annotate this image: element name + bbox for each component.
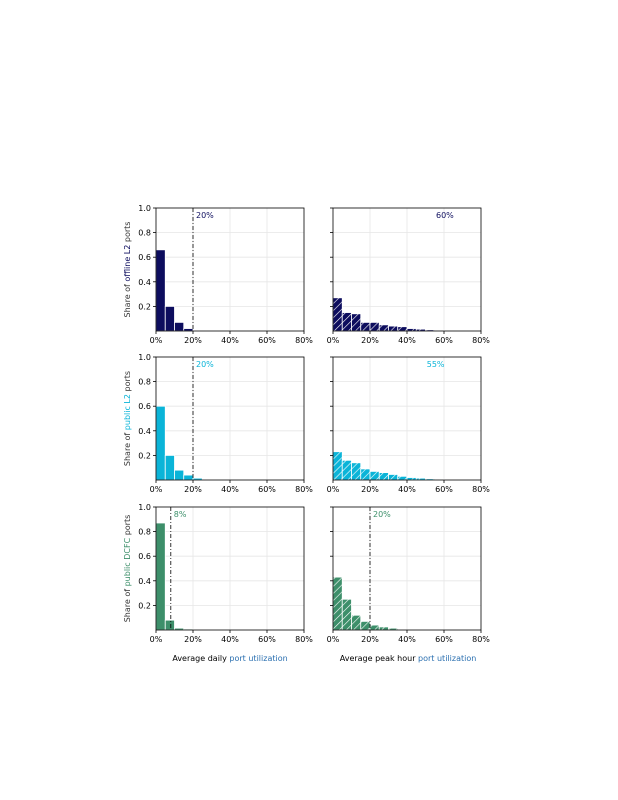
x-tick-label: 0% bbox=[327, 485, 340, 494]
panel-public-L2-daily: 20% 0% 20% 40% 60% 80% 0.2 0.4 0.6 0.8 1.0 Share of… bbox=[123, 353, 313, 494]
x-tick-label: 60% bbox=[258, 485, 276, 494]
x-tick-label: 80% bbox=[472, 336, 490, 345]
y-tick-label: 0.8 bbox=[138, 229, 151, 238]
y-tick-label: 0.4 bbox=[138, 427, 151, 436]
threshold-label: 55% bbox=[427, 360, 445, 369]
x-tick-label: 40% bbox=[221, 635, 239, 644]
bar bbox=[164, 619, 175, 631]
y-tick-label: 0.2 bbox=[138, 302, 151, 311]
bar bbox=[341, 459, 352, 481]
bar bbox=[351, 462, 362, 481]
x-tick-label: 0% bbox=[327, 336, 340, 345]
threshold-label: 20% bbox=[196, 360, 214, 369]
x-tick-label: 60% bbox=[435, 336, 453, 345]
bar bbox=[369, 321, 380, 332]
x-tick-label: 0% bbox=[150, 336, 163, 345]
bar bbox=[155, 405, 166, 481]
x-tick-label: 80% bbox=[472, 635, 490, 644]
bar bbox=[378, 626, 389, 631]
y-tick-label: 0.6 bbox=[138, 253, 151, 262]
x-tick-label: 40% bbox=[221, 485, 239, 494]
y-tick-label: 0.4 bbox=[138, 577, 151, 586]
bar bbox=[155, 249, 166, 332]
bar bbox=[360, 468, 371, 481]
y-axis-label: Share of public L2 ports bbox=[123, 371, 132, 466]
bar bbox=[174, 469, 185, 481]
x-tick-label: 80% bbox=[295, 336, 313, 345]
x-tick-label: 20% bbox=[184, 635, 202, 644]
bar bbox=[351, 614, 362, 631]
x-tick-label: 20% bbox=[184, 485, 202, 494]
x-tick-label: 0% bbox=[327, 635, 340, 644]
y-tick-label: 1.0 bbox=[138, 503, 151, 512]
threshold-label: 20% bbox=[373, 510, 391, 519]
y-axis-label: Share of offline L2 ports bbox=[123, 222, 132, 318]
y-tick-label: 0.8 bbox=[138, 378, 151, 387]
bar bbox=[174, 321, 185, 332]
x-tick-label: 60% bbox=[258, 635, 276, 644]
x-tick-label: 20% bbox=[184, 336, 202, 345]
y-tick-label: 1.0 bbox=[138, 204, 151, 213]
y-tick-label: 0.6 bbox=[138, 552, 151, 561]
y-tick-label: 0.2 bbox=[138, 451, 151, 460]
x-tick-label: 20% bbox=[361, 336, 379, 345]
threshold-label: 60% bbox=[436, 211, 454, 220]
y-tick-label: 1.0 bbox=[138, 353, 151, 362]
bar bbox=[332, 576, 343, 631]
panel-public-DCFC-peak: 20% 0% 20% 40% 60% 80% bbox=[327, 506, 490, 644]
bar bbox=[369, 470, 380, 481]
panel-offline-L2-daily: 20% 0% 20% 40% 60% 80% 0.2 0.4 0.6 0.8 1.0 Share of… bbox=[123, 204, 313, 345]
x-tick-label: 20% bbox=[361, 485, 379, 494]
panel-public-L2-peak: 55% 0% 20% 40% 60% 80% bbox=[327, 356, 490, 494]
bar bbox=[378, 324, 389, 332]
panel-offline-L2-peak: 60% 0% 20% 40% 60% 80% bbox=[327, 207, 490, 345]
x-tick-label: 40% bbox=[221, 336, 239, 345]
x-tick-label: 60% bbox=[435, 485, 453, 494]
x-tick-label: 20% bbox=[361, 635, 379, 644]
x-tick-label: 80% bbox=[295, 635, 313, 644]
y-tick-label: 0.8 bbox=[138, 528, 151, 537]
y-tick-label: 0.4 bbox=[138, 278, 151, 287]
y-axis-label: Share of public DCFC ports bbox=[123, 515, 132, 623]
bar bbox=[332, 297, 343, 332]
bar bbox=[341, 598, 352, 631]
bar bbox=[155, 522, 166, 631]
bar bbox=[183, 474, 194, 481]
bar bbox=[351, 313, 362, 332]
x-tick-label: 40% bbox=[398, 336, 416, 345]
x-tick-label: 40% bbox=[398, 485, 416, 494]
threshold-label: 20% bbox=[196, 211, 214, 220]
y-tick-label: 0.6 bbox=[138, 402, 151, 411]
x-tick-label: 0% bbox=[150, 635, 163, 644]
bar bbox=[164, 454, 175, 481]
y-tick-label: 0.2 bbox=[138, 601, 151, 610]
x-tick-label: 60% bbox=[258, 336, 276, 345]
x-tick-label: 80% bbox=[295, 485, 313, 494]
x-axis-label-peak: Average peak hour port utilization bbox=[340, 654, 477, 663]
panel-public-DCFC-daily: 8% 0% 20% 40% 60% 80% 0.2 0.4 0.6 0.8 1.0 Share of … bbox=[123, 503, 313, 644]
threshold-label: 8% bbox=[174, 510, 187, 519]
bar bbox=[397, 475, 408, 481]
bar bbox=[360, 620, 371, 631]
x-axis-label-daily: Average daily port utilization bbox=[172, 654, 287, 663]
bar bbox=[378, 472, 389, 481]
x-tick-label: 0% bbox=[150, 485, 163, 494]
x-tick-label: 60% bbox=[435, 635, 453, 644]
bar bbox=[341, 312, 352, 332]
bar bbox=[397, 326, 408, 332]
bar bbox=[164, 305, 175, 332]
bar bbox=[388, 325, 399, 332]
bar bbox=[388, 474, 399, 481]
x-tick-label: 40% bbox=[398, 635, 416, 644]
bar bbox=[369, 624, 380, 631]
bar bbox=[360, 321, 371, 332]
x-tick-label: 80% bbox=[472, 485, 490, 494]
bar bbox=[332, 451, 343, 481]
